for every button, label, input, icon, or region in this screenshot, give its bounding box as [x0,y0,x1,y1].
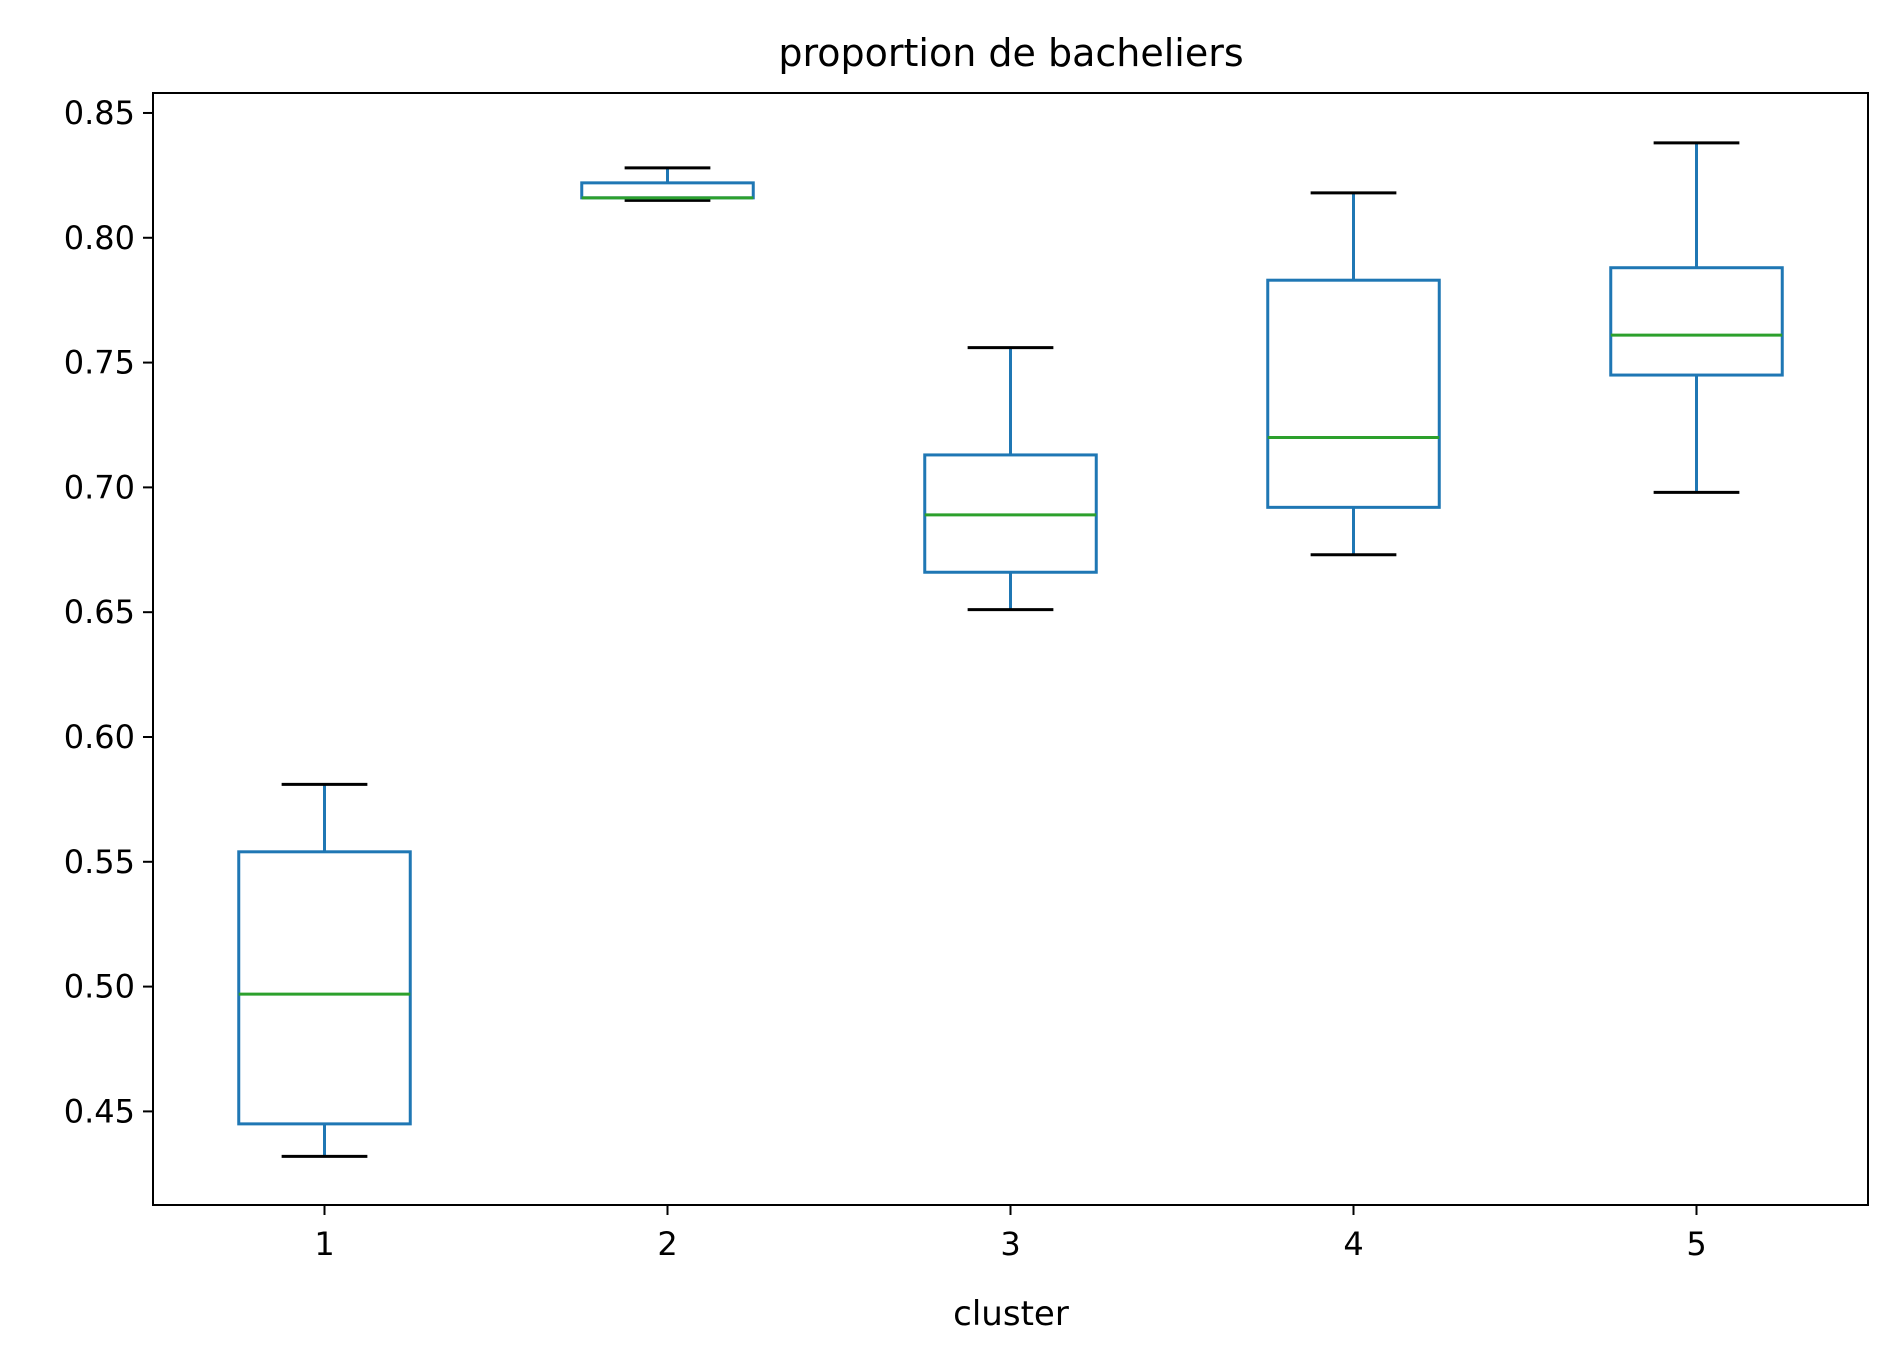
y-tick-label-3: 0.60 [64,718,135,756]
iqr-box-2 [580,181,755,200]
x-axis: 1 2 3 4 5 [314,1205,1707,1263]
y-tick-label-6: 0.75 [64,344,135,382]
y-tick-label-4: 0.65 [64,593,135,631]
chart-title: proportion de bacheliers [778,31,1243,75]
box-group-2 [580,166,755,202]
x-tick-label-2: 2 [657,1225,677,1263]
y-tick-label-1: 0.50 [64,968,135,1006]
x-tick-label-5: 5 [1686,1225,1706,1263]
y-axis: 0.45 0.50 0.55 0.60 0.65 0.70 0.75 0.80 0.85 [64,94,153,1130]
box-group-3 [923,346,1098,612]
y-tick-label-7: 0.80 [64,219,135,257]
iqr-box-5 [1609,266,1784,377]
y-tick-label-5: 0.70 [64,468,135,506]
box-group-5 [1609,141,1784,494]
box-group-1 [237,782,412,1158]
y-tick-label-8: 0.85 [64,94,135,132]
plot-area [237,141,1784,1158]
iqr-box-4 [1266,278,1441,509]
x-tick-label-1: 1 [314,1225,334,1263]
x-tick-label-4: 4 [1343,1225,1363,1263]
box-group-4 [1266,191,1441,557]
iqr-box-1 [237,850,412,1126]
y-tick-label-0: 0.45 [64,1092,135,1130]
y-tick-label-2: 0.55 [64,843,135,881]
x-axis-label: cluster [953,1294,1069,1334]
x-tick-label-3: 3 [1000,1225,1020,1263]
